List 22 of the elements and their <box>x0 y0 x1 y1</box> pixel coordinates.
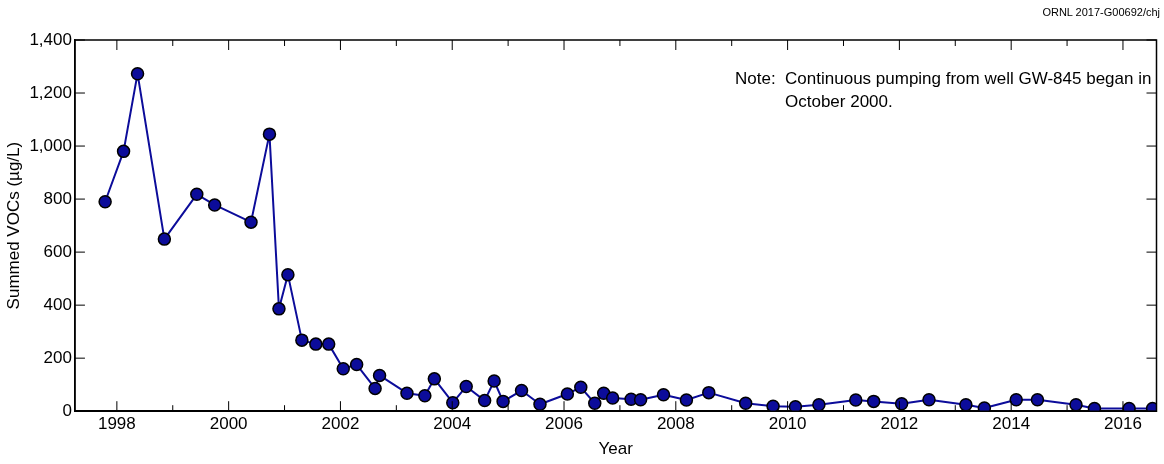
x-tick-label: 2014 <box>992 414 1031 434</box>
x-tick-label: 2008 <box>656 414 695 434</box>
y-tick-label: 600 <box>43 241 72 261</box>
y-tick-label: 800 <box>43 188 72 208</box>
y-axis-title: Summed VOCs (µg/L) <box>3 141 23 310</box>
y-tick-label: 1,200 <box>29 82 72 102</box>
y-tick-label: 0 <box>62 400 72 420</box>
x-tick-label: 2004 <box>433 414 472 434</box>
x-axis-title: Year <box>598 439 634 459</box>
x-tick-label: 2010 <box>768 414 807 434</box>
x-tick-label: 2006 <box>545 414 583 434</box>
y-tick-label: 1,400 <box>29 29 72 49</box>
x-tick-label: 2002 <box>321 414 360 434</box>
text: ORNL 2017-G00692/chj <box>1042 6 1160 18</box>
x-tick-label: 1998 <box>97 414 136 434</box>
annotation: Note: Continuous pumping from well GW-845 began in October 2000. <box>735 68 1153 113</box>
x-tick-label: 2012 <box>880 414 919 434</box>
y-tick-label: 400 <box>43 294 72 314</box>
y-tick-label: 200 <box>43 347 72 367</box>
x-tick-label: 2016 <box>1104 414 1142 434</box>
y-tick-label: 1,000 <box>29 135 72 155</box>
x-tick-label: 2000 <box>209 414 248 434</box>
